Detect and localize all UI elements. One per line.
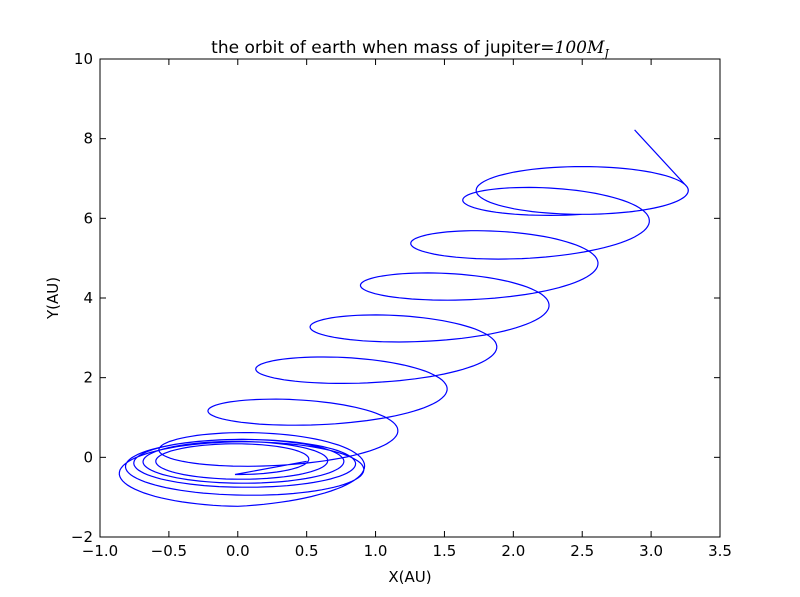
x-tick-label: 2.0 <box>501 542 525 560</box>
y-tick-label: 10 <box>74 50 93 68</box>
x-tick-label: −1.0 <box>82 542 118 560</box>
y-tick-label: 4 <box>83 289 93 307</box>
chart-title: the orbit of earth when mass of jupiter=… <box>211 38 609 60</box>
chart-title-prefix: the orbit of earth when mass of jupiter= <box>211 38 554 58</box>
x-tick-label: 3.0 <box>639 542 663 560</box>
y-axis-ticks: −2 0 2 4 6 8 10 <box>71 50 720 546</box>
chart-title-subscript: J <box>602 47 609 60</box>
x-tick-label: −0.5 <box>151 542 187 560</box>
x-axis-label: X(AU) <box>388 568 431 586</box>
x-tick-label: 0.0 <box>226 542 250 560</box>
chart-title-number: 100 <box>555 38 588 58</box>
x-tick-label: 1.5 <box>433 542 457 560</box>
x-tick-label: 1.0 <box>364 542 388 560</box>
y-tick-label: 6 <box>83 209 93 227</box>
x-axis-ticks: −1.0 −0.5 0.0 0.5 1.0 1.5 2.0 2.5 3.0 3.5 <box>82 59 732 560</box>
x-tick-label: 2.5 <box>570 542 594 560</box>
chart-title-variable: M <box>586 38 605 58</box>
y-tick-label: 2 <box>83 369 93 387</box>
y-tick-label: 0 <box>83 448 93 466</box>
y-axis-label: Y(AU) <box>44 277 62 320</box>
y-tick-label: 8 <box>83 130 93 148</box>
x-tick-label: 0.5 <box>295 542 319 560</box>
plot-frame <box>99 58 721 538</box>
x-tick-label: 3.5 <box>708 542 732 560</box>
orbit-line <box>118 129 689 507</box>
y-tick-label: −2 <box>71 528 93 546</box>
